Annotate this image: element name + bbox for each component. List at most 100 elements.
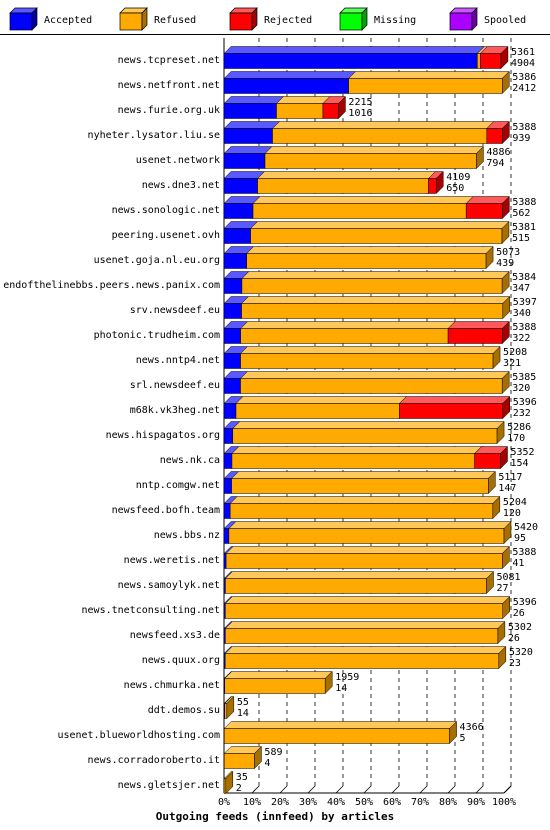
- bar-total-label: 5381: [512, 222, 536, 233]
- bar-segment: [264, 153, 477, 169]
- legend-item-spooled: Spooled: [449, 7, 526, 31]
- bar-segment: [223, 253, 247, 269]
- bar-segment: [428, 178, 437, 194]
- bar-total-label: 5388: [512, 122, 536, 133]
- legend-item-accepted: Accepted: [9, 7, 92, 31]
- category-label: news.weretis.net: [124, 555, 220, 566]
- bar-segment: [272, 128, 488, 144]
- legend: Accepted Refused Rejected Missing Spooled: [0, 7, 550, 35]
- bar-total-label: 5286: [507, 422, 531, 433]
- x-tick-label: 60%: [383, 797, 401, 808]
- category-label: nyheter.lysator.liu.se: [88, 130, 220, 141]
- bar-total-label: 5385: [512, 372, 536, 383]
- bar-segment-side: [496, 420, 505, 445]
- bar-segment-top: [246, 246, 494, 254]
- bar-segment-top: [235, 396, 408, 404]
- bar-segment: [228, 528, 505, 544]
- bar-total-label: 2215: [348, 97, 372, 108]
- bar-accepted-label: 320: [512, 383, 530, 394]
- bar-segment: [223, 403, 237, 419]
- grid-diagonal: [475, 785, 484, 794]
- bar-segment-top: [228, 521, 512, 529]
- category-label: usenet.goja.nl.eu.org: [94, 255, 220, 266]
- legend-swatch: [449, 12, 473, 31]
- bar-segment: [223, 353, 241, 369]
- legend-label: Spooled: [484, 15, 526, 26]
- legend-swatch: [119, 12, 143, 31]
- grid-diagonal: [419, 785, 428, 794]
- bar-segment-top: [223, 721, 458, 729]
- category-label: news.chmurka.net: [124, 680, 220, 691]
- bar-accepted-label: 439: [496, 258, 514, 269]
- bar-segment-side: [500, 45, 509, 70]
- bar-segment-top: [240, 296, 511, 304]
- category-label: endofthelinebbs.peers.news.panix.com: [3, 280, 220, 291]
- bar-segment: [223, 228, 251, 244]
- category-label: news.tnetconsulting.net: [82, 605, 220, 616]
- chart-title: Outgoing feeds (innfeed) by articles: [156, 810, 394, 823]
- x-axis: 0% 10% 20% 30% 40% 50% 60% 70% 80% 90% 100%: [218, 797, 516, 808]
- category-label: usenet.network: [136, 155, 220, 166]
- bar-accepted-label: 562: [512, 208, 530, 219]
- bar-segment: [241, 303, 504, 319]
- bar-accepted-label: 14: [237, 708, 249, 719]
- legend-label: Missing: [374, 15, 416, 26]
- category-labels: news.tcpreset.net news.netfront.net news.f…: [3, 55, 220, 791]
- bar-segment-side: [502, 595, 511, 620]
- bar-total-label: 5073: [496, 247, 520, 258]
- bar-total-label: 5208: [503, 347, 527, 358]
- bar-total-label: 5384: [512, 272, 536, 283]
- bar-total-label: 4366: [460, 722, 484, 733]
- legend-label: Refused: [154, 15, 196, 26]
- bar-accepted-label: 14: [335, 683, 347, 694]
- bar-segment-side: [501, 70, 510, 95]
- bar-accepted-label: 95: [514, 533, 526, 544]
- bar-segment-side: [502, 120, 510, 145]
- bar-accepted-label: 5: [460, 733, 466, 744]
- bar-segment: [223, 53, 478, 69]
- bar-total-label: 55: [237, 697, 249, 708]
- category-label: newsfeed.bofh.team: [112, 505, 220, 516]
- bar-segment: [223, 478, 232, 494]
- grid-diagonal: [391, 785, 400, 794]
- bar-total-label: 5117: [498, 472, 522, 483]
- category-label: news.quux.org: [142, 655, 220, 666]
- bar-segment: [231, 453, 475, 469]
- bar-segment-side: [485, 245, 494, 270]
- x-tick-label: 0%: [218, 797, 230, 808]
- bar-segment-side: [486, 570, 494, 595]
- grid-diagonal: [279, 785, 288, 794]
- bar-segment: [223, 328, 241, 344]
- bar-segment: [223, 453, 233, 469]
- bar-total-label: 5302: [508, 622, 532, 633]
- legend-swatch: [339, 12, 363, 31]
- bar-segment-top: [229, 496, 501, 504]
- bar-segment: [257, 178, 429, 194]
- legend-item-refused: Refused: [119, 7, 196, 31]
- bar-accepted-label: 939: [512, 133, 530, 144]
- category-label: usenet.blueworldhosting.com: [57, 730, 220, 741]
- bar-segment-side: [488, 470, 496, 495]
- bar-segment-side: [254, 745, 262, 770]
- bar-segment: [229, 503, 494, 519]
- legend-label: Accepted: [44, 15, 92, 26]
- bar-segment-top: [232, 421, 505, 429]
- grid-diagonal: [447, 785, 456, 794]
- bar-segment: [223, 753, 255, 769]
- grid-diagonal: [363, 785, 372, 794]
- bar-segment-top: [224, 571, 495, 579]
- bar-accepted-label: 794: [486, 158, 504, 169]
- bar-accepted-label: 27: [496, 583, 508, 594]
- bar-segment-top: [224, 596, 511, 604]
- x-tick-label: 50%: [355, 797, 373, 808]
- bar-segment: [241, 278, 503, 294]
- bar-segment: [225, 603, 504, 619]
